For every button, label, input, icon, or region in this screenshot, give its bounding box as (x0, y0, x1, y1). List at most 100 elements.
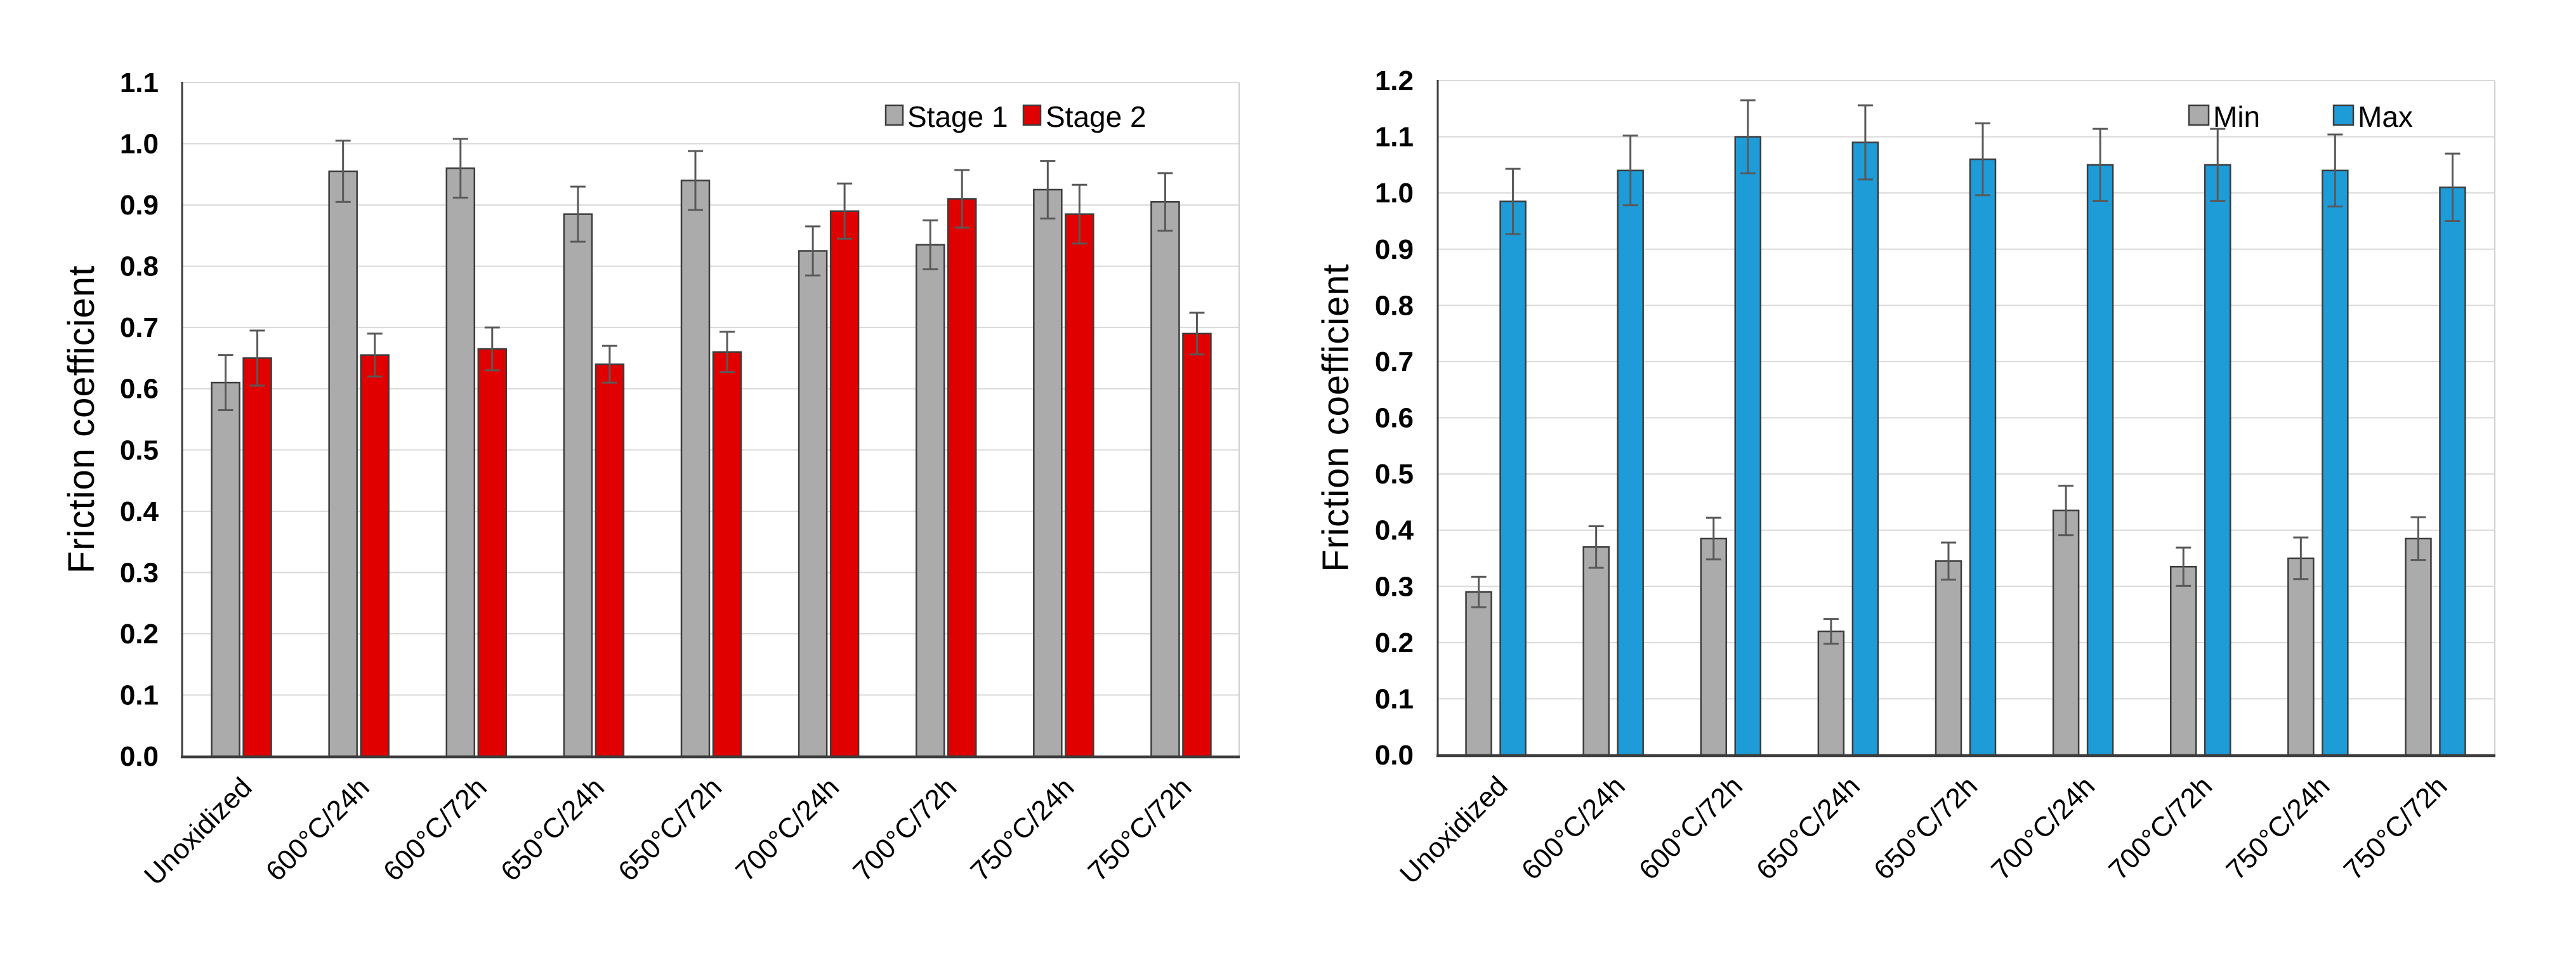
bar-max-7 (2322, 169, 2349, 756)
y-tick-label: 0.9 (120, 190, 159, 221)
legend-swatch-stage2 (1022, 104, 1042, 126)
bar-min-3 (1817, 630, 1845, 756)
x-category-labels: Unoxidized 600°C/24h 600°C/72h 650°C/24h 650… (138, 771, 1197, 891)
y-tick-label: 1.2 (1375, 65, 1414, 96)
legend-swatch-min (2188, 104, 2210, 126)
bar-stage2-7 (1065, 213, 1094, 758)
x-category-label: 650°C/24h (495, 771, 610, 887)
bar-stage1-8 (1150, 201, 1180, 758)
y-tick-label: 0.5 (1375, 459, 1414, 490)
bar-stage2-6 (947, 198, 977, 758)
gridlines (1438, 80, 2495, 700)
y-tick-label: 0.6 (120, 374, 159, 405)
legend: Min Max (2188, 100, 2413, 133)
bar-stage1-0 (211, 381, 240, 758)
y-axis-title: Friction coefficient (1315, 263, 1357, 572)
bar-min-4 (1935, 560, 1962, 756)
y-tick-label: 0.8 (1375, 290, 1414, 321)
bar-stage2-5 (829, 210, 860, 758)
legend: Stage 1 Stage 2 (884, 100, 1147, 133)
y-tick-label: 1.1 (1375, 122, 1414, 153)
x-category-label: 700°C/72h (2103, 770, 2218, 886)
y-tick-label: 1.0 (1375, 178, 1414, 209)
gridlines (182, 82, 1239, 696)
y-tick-label: 0.5 (120, 435, 159, 466)
bar-max-2 (1734, 136, 1762, 756)
right-chart: 0.0 0.1 0.2 0.3 0.4 0.5 0.6 0.7 0.8 0.9 1.0 1.1 1.2 F… (1315, 65, 2495, 890)
x-category-label: 750°C/72h (1082, 771, 1197, 887)
bar-max-8 (2439, 187, 2466, 756)
y-axis-title: Friction coefficient (61, 265, 102, 574)
y-tick-label: 0.0 (120, 741, 159, 772)
legend-label: Min (2213, 100, 2260, 133)
y-tick-label: 0.6 (1375, 403, 1414, 434)
error-bars (218, 138, 1205, 412)
bar-min-8 (2405, 537, 2432, 756)
y-tick-label: 0.2 (120, 619, 159, 650)
x-category-label: Unoxidized (1394, 770, 1514, 890)
y-tick-label: 1.0 (120, 129, 159, 160)
x-category-label: 700°C/24h (1985, 770, 2101, 886)
y-tick-label: 0.4 (120, 496, 159, 527)
bar-stage1-5 (798, 250, 828, 758)
bar-stage2-1 (360, 354, 390, 758)
bar-stage1-6 (915, 244, 945, 758)
y-tick-label: 0.2 (1375, 627, 1414, 659)
y-tick-labels: 0.0 0.1 0.2 0.3 0.4 0.5 0.6 0.7 0.8 0.9 1.0 1.1 1.2 (1375, 65, 1414, 771)
bar-stage2-0 (242, 357, 272, 758)
x-category-label: 600°C/24h (260, 771, 376, 887)
y-tick-label: 0.7 (1375, 346, 1414, 377)
x-category-label: 600°C/72h (378, 771, 493, 887)
bar-max-1 (1617, 169, 1644, 756)
bar-stage1-3 (563, 213, 593, 758)
bar-stage2-2 (477, 348, 508, 758)
bar-max-6 (2204, 164, 2231, 756)
left-chart: 0.0 0.1 0.2 0.3 0.4 0.5 0.6 0.7 0.8 0.9 1.0 1.1 Fric… (61, 67, 1240, 891)
bar-stage2-3 (595, 363, 625, 758)
y-tick-label: 0.3 (1375, 571, 1414, 602)
y-tick-label: 0.7 (120, 312, 159, 343)
x-category-label: 750°C/72h (2337, 770, 2453, 886)
bar-min-0 (1465, 591, 1492, 756)
bar-max-0 (1499, 200, 1527, 756)
bar-min-1 (1582, 546, 1610, 756)
y-tick-label: 0.4 (1375, 515, 1414, 546)
y-tick-label: 0.1 (1375, 683, 1414, 714)
bars (1465, 136, 2466, 756)
legend-label: Stage 2 (1046, 100, 1147, 133)
x-category-label: 650°C/72h (612, 771, 728, 887)
y-tick-labels: 0.0 0.1 0.2 0.3 0.4 0.5 0.6 0.7 0.8 0.9 1.0 1.1 (120, 67, 159, 772)
bar-min-7 (2287, 557, 2315, 756)
x-category-label: 650°C/24h (1751, 770, 1866, 886)
bar-max-5 (2086, 164, 2114, 756)
bar-stage2-8 (1182, 332, 1212, 758)
bar-stage1-7 (1033, 188, 1063, 758)
error-bars (1471, 99, 2461, 645)
x-category-label: Unoxidized (138, 771, 258, 891)
bar-stage1-2 (445, 167, 476, 758)
x-category-label: 700°C/72h (847, 771, 963, 887)
y-tick-label: 0.3 (120, 557, 159, 588)
x-category-label: 750°C/24h (2220, 770, 2336, 886)
legend-swatch-max (2332, 104, 2355, 126)
legend-swatch-stage1 (884, 104, 904, 126)
bar-min-6 (2169, 565, 2197, 756)
bar-max-3 (1851, 141, 1879, 756)
bar-max-4 (1969, 158, 1997, 756)
x-category-labels: Unoxidized 600°C/24h 600°C/72h 650°C/24h 650… (1394, 770, 2453, 890)
x-category-label: 750°C/24h (964, 771, 1080, 887)
bar-stage1-4 (680, 180, 711, 758)
bars (211, 167, 1212, 758)
bar-stage1-1 (328, 170, 358, 758)
y-tick-label: 0.9 (1375, 234, 1414, 265)
bar-min-5 (2052, 509, 2080, 756)
x-category-label: 600°C/72h (1633, 770, 1749, 886)
bar-stage2-4 (712, 351, 742, 758)
legend-label: Stage 1 (907, 100, 1008, 133)
legend-label: Max (2358, 100, 2413, 133)
x-category-label: 700°C/24h (730, 771, 845, 887)
y-tick-label: 0.8 (120, 251, 159, 282)
bar-min-2 (1700, 537, 1728, 756)
